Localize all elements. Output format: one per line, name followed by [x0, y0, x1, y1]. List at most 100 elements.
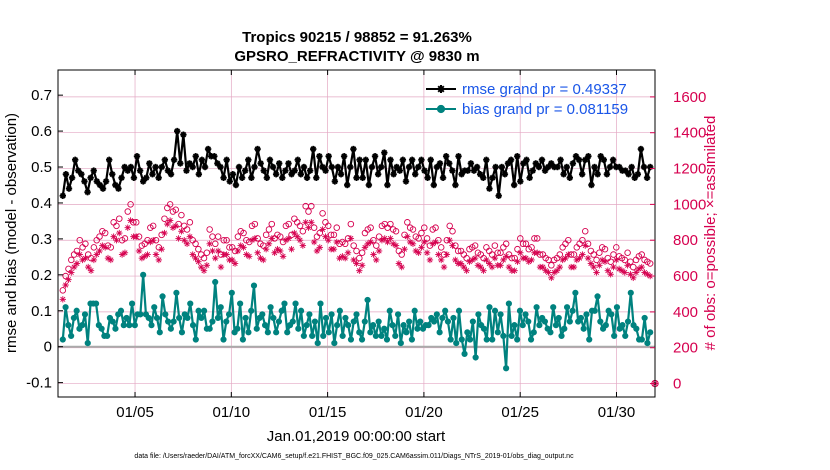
- possible-obs-point: [519, 240, 527, 248]
- bias-point: [156, 329, 163, 336]
- possible-obs-point: [265, 226, 273, 233]
- bias-point: [483, 336, 490, 343]
- assimilated-obs-point: [223, 251, 230, 258]
- rmse-point: [112, 181, 119, 189]
- bias-point: [68, 332, 75, 340]
- bias-point: [638, 336, 645, 343]
- possible-obs-point: [497, 249, 504, 257]
- right-tick-label: 0: [673, 376, 681, 393]
- rmse-point: [115, 185, 122, 192]
- bias-point: [300, 332, 307, 340]
- assimilated-obs-point: [443, 251, 451, 258]
- rmse-point: [282, 167, 289, 174]
- assimilated-obs-point: [260, 256, 267, 264]
- bias-point: [112, 325, 119, 332]
- rmse-point: [393, 163, 400, 171]
- possible-obs-point: [556, 251, 564, 258]
- possible-obs-point: [226, 244, 233, 251]
- rmse-point: [334, 163, 342, 171]
- bias-point: [173, 289, 180, 296]
- rmse-point: [198, 156, 206, 164]
- possible-obs-point: [200, 254, 208, 262]
- bias-point: [184, 314, 191, 322]
- possible-obs-point: [638, 251, 645, 258]
- rmse-point: [130, 174, 138, 182]
- rmse-point: [356, 156, 363, 164]
- assimilated-obs-point: [570, 263, 578, 271]
- possible-obs-point: [593, 256, 600, 264]
- bias-point: [336, 307, 343, 314]
- possible-obs-point: [172, 206, 180, 214]
- assimilated-obs-point: [234, 247, 242, 255]
- assimilated-obs-point: [539, 263, 547, 271]
- rmse-point: [297, 171, 305, 178]
- possible-obs-point: [319, 210, 326, 217]
- assimilated-obs-point: [70, 263, 78, 271]
- bias-point: [345, 322, 352, 329]
- assimilated-obs-point: [607, 271, 614, 278]
- bias-point: [261, 322, 269, 329]
- rmse-point: [427, 156, 434, 164]
- possible-obs-point: [423, 235, 431, 242]
- bias-point: [153, 314, 161, 322]
- possible-obs-point: [460, 251, 468, 258]
- assimilated-obs-point: [285, 235, 292, 242]
- assimilated-obs-point: [133, 233, 140, 240]
- rmse-point: [421, 167, 428, 174]
- bias-point: [278, 307, 285, 314]
- rmse-point: [266, 156, 274, 164]
- rmse-point: [412, 171, 419, 178]
- rmse-point: [535, 163, 543, 171]
- bias-point: [309, 332, 316, 340]
- bias-point: [561, 325, 568, 332]
- rmse-point: [646, 163, 654, 171]
- rmse-point: [331, 178, 339, 185]
- rmse-point: [347, 163, 354, 171]
- rmse-point: [177, 160, 184, 167]
- possible-obs-point: [161, 215, 168, 222]
- rmse-point: [211, 153, 218, 160]
- possible-obs-point: [375, 233, 383, 240]
- rmse-point: [285, 160, 292, 167]
- assimilated-obs-point: [514, 258, 521, 265]
- legend-bias-marker: [436, 104, 446, 114]
- bias-point: [65, 322, 72, 329]
- bias-point: [217, 304, 224, 311]
- bias-point: [59, 336, 66, 343]
- assimilated-obs-point: [584, 254, 592, 262]
- bias-point: [503, 365, 510, 372]
- bias-point: [414, 325, 421, 332]
- possible-obs-point: [500, 244, 507, 251]
- bias-point: [176, 314, 183, 322]
- assimilated-obs-point: [344, 249, 352, 256]
- assimilated-obs-point: [319, 226, 326, 233]
- rmse-point: [257, 160, 264, 167]
- possible-obs-point: [121, 235, 129, 242]
- rmse-point: [415, 163, 422, 171]
- assimilated-obs-point: [308, 219, 315, 226]
- possible-obs-point: [305, 208, 312, 215]
- rmse-point: [71, 156, 79, 164]
- assimilated-obs-point: [172, 222, 179, 230]
- bias-point: [350, 318, 357, 325]
- bias-point: [439, 314, 446, 322]
- left-tick-label: 0.6: [31, 123, 52, 140]
- bias-point: [123, 314, 130, 322]
- bias-point: [212, 278, 219, 286]
- chart-subtitle: GPSRO_REFRACTIVITY @ 9830 m: [234, 48, 479, 65]
- possible-obs-point: [262, 231, 270, 239]
- possible-obs-point: [203, 249, 211, 257]
- possible-obs-point: [607, 258, 614, 265]
- rmse-point: [294, 156, 301, 164]
- rmse-point: [229, 171, 237, 178]
- x-axis-ticks: 01/05 01/10 01/15 01/20 01/25 01/30: [116, 70, 635, 421]
- rmse-point: [436, 160, 444, 167]
- possible-obs-point: [310, 224, 318, 231]
- rmse-point: [510, 181, 518, 189]
- rmse-point: [344, 181, 351, 189]
- assimilated-obs-point: [299, 242, 307, 249]
- bias-point: [511, 322, 518, 329]
- bias-point: [253, 325, 260, 332]
- assimilated-obs-point: [596, 262, 603, 269]
